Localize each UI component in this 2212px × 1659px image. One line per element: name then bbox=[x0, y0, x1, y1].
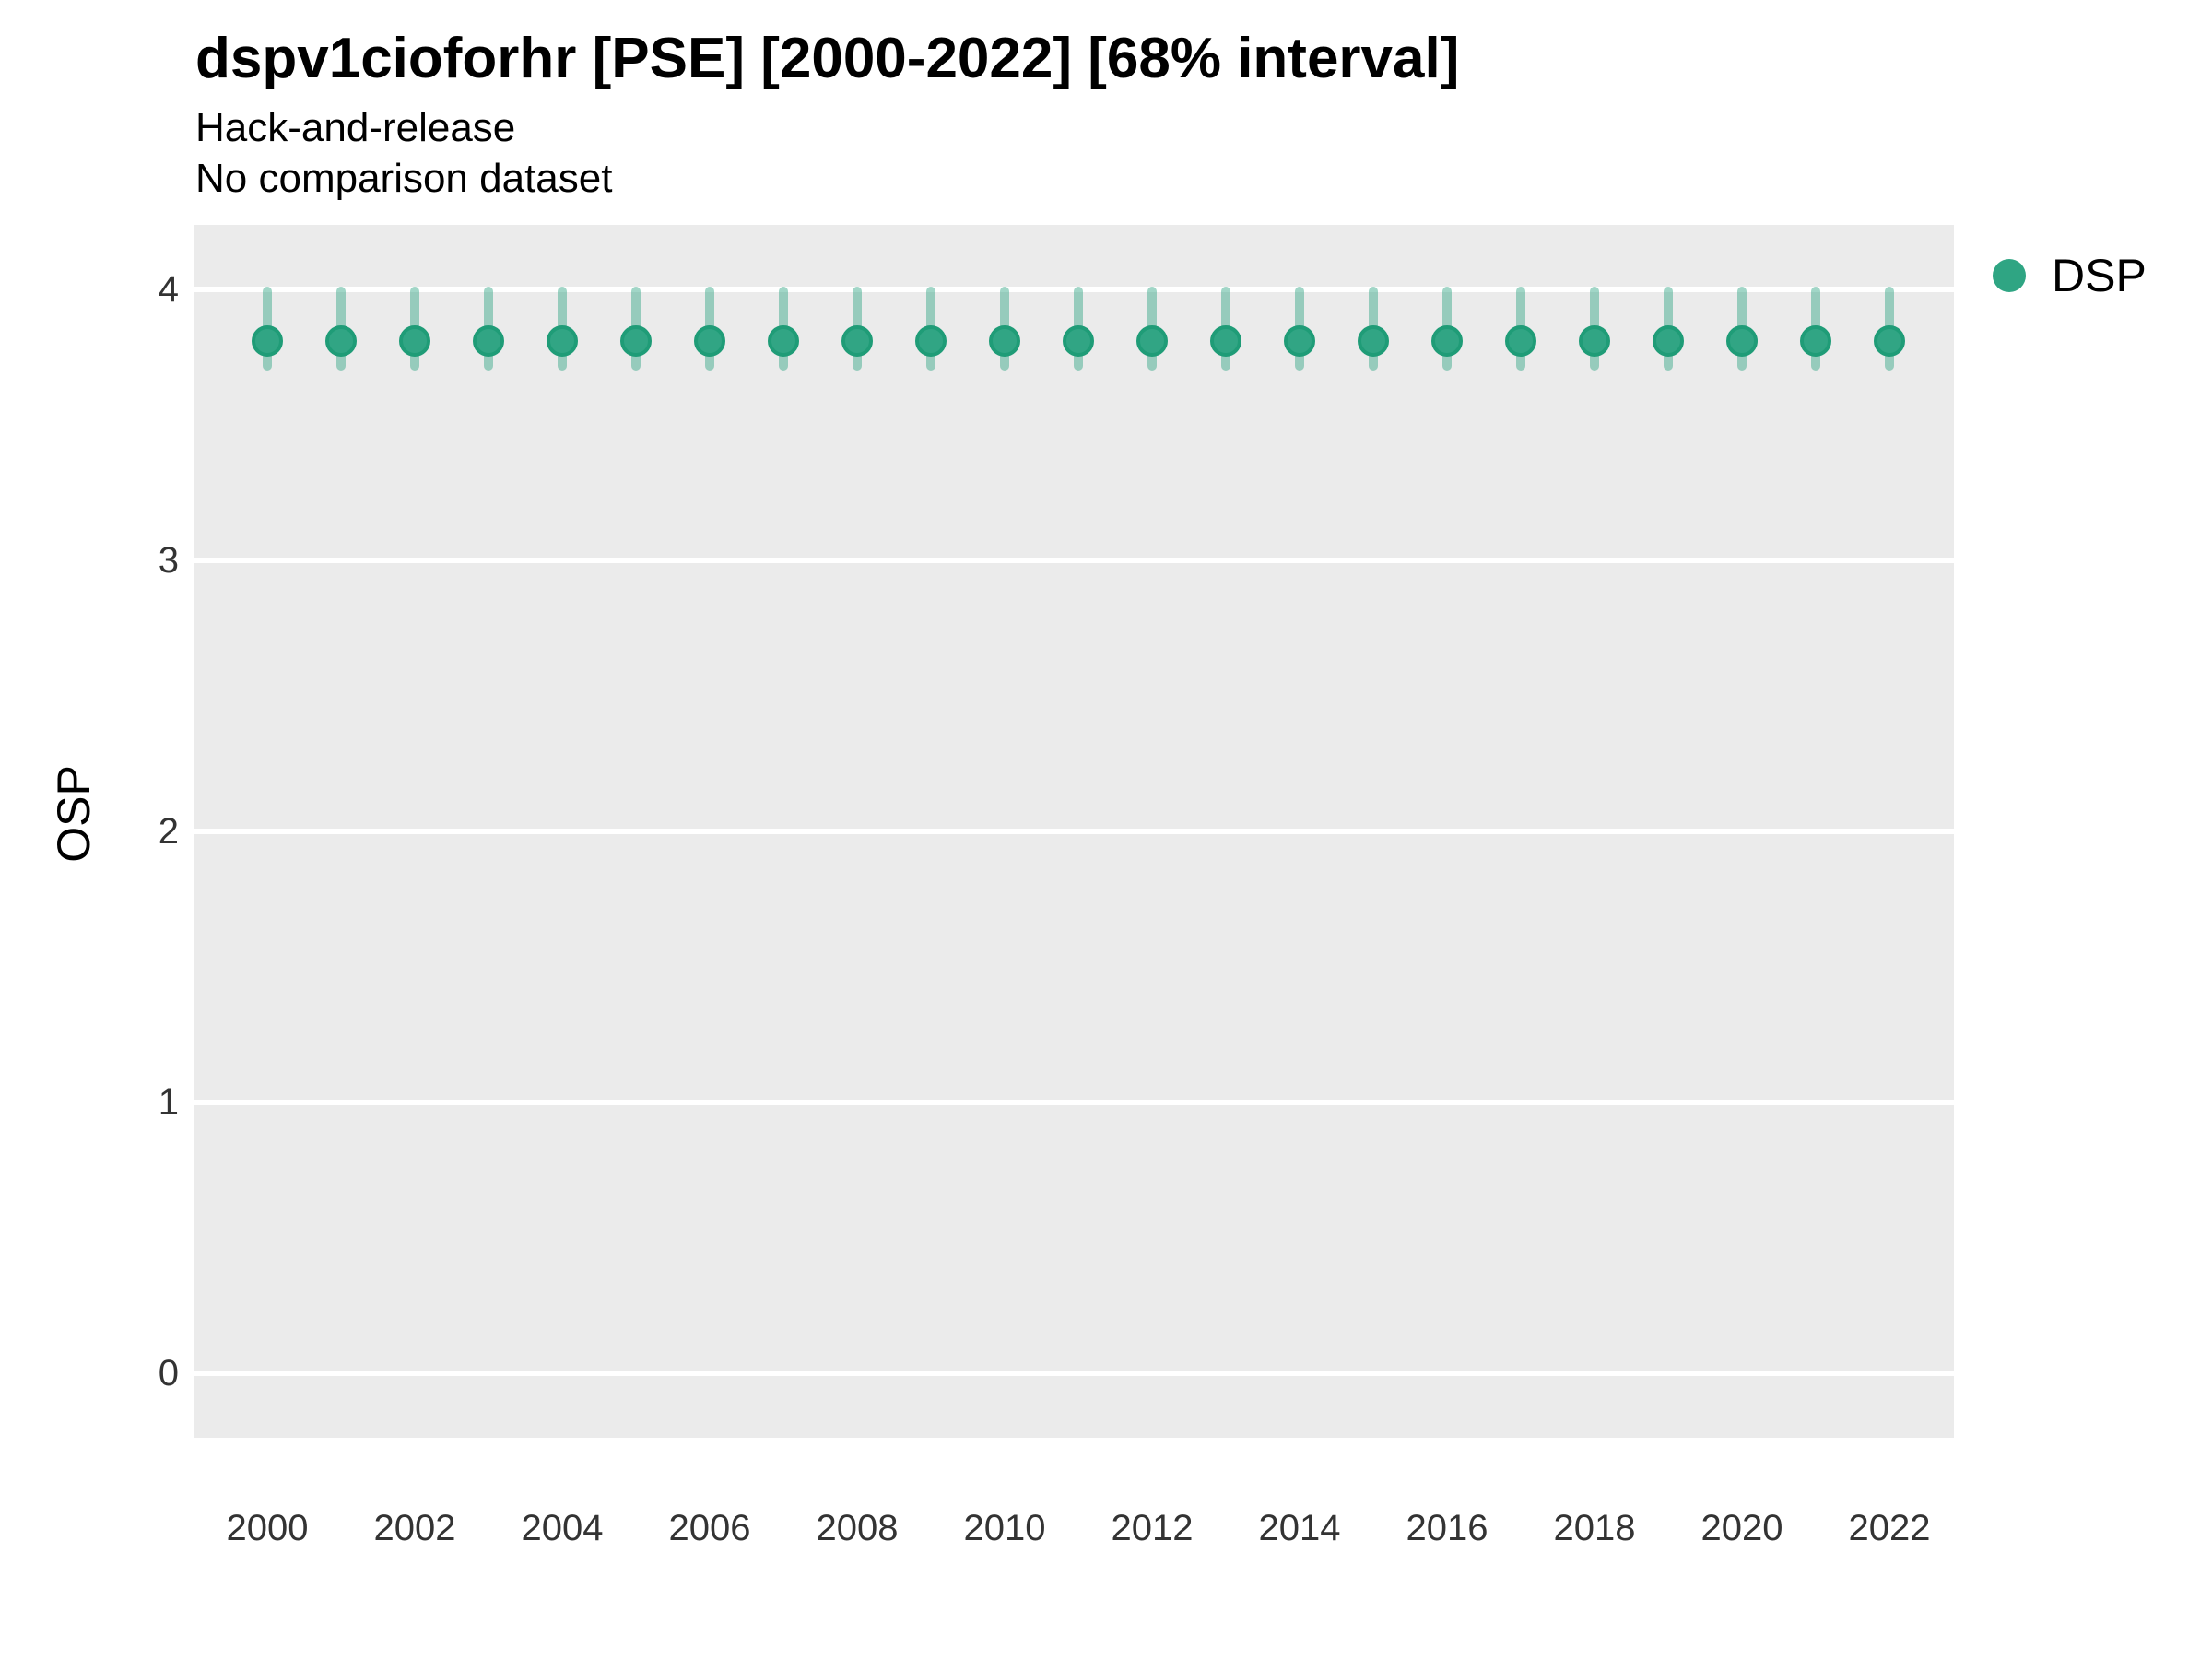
y-gridline-0 bbox=[194, 1371, 1954, 1376]
x-tick-label-2014: 2014 bbox=[1258, 1508, 1341, 1548]
point-marker-2003 bbox=[473, 324, 504, 357]
y-tick-label-3: 3 bbox=[158, 540, 179, 581]
point-marker-2021 bbox=[1800, 324, 1831, 357]
x-tick-label-2020: 2020 bbox=[1700, 1508, 1783, 1548]
plot-panel bbox=[194, 225, 1954, 1438]
point-marker-2013 bbox=[1210, 324, 1241, 357]
chart-subtitle-line-2: No comparison dataset bbox=[195, 156, 613, 201]
point-marker-2022 bbox=[1874, 324, 1905, 357]
chart-title: dspv1cioforhr [PSE] [2000-2022] [68% int… bbox=[195, 27, 1460, 90]
point-marker-2007 bbox=[768, 324, 799, 357]
y-gridline-1 bbox=[194, 1100, 1954, 1105]
x-tick-label-2022: 2022 bbox=[1848, 1508, 1931, 1548]
chart-subtitle-line-1: Hack-and-release bbox=[195, 105, 516, 150]
point-marker-2008 bbox=[841, 324, 873, 357]
legend-label-dsp: DSP bbox=[2052, 250, 2147, 301]
y-gridline-4 bbox=[194, 287, 1954, 292]
point-marker-2016 bbox=[1431, 324, 1463, 357]
x-tick-label-2008: 2008 bbox=[816, 1508, 899, 1548]
point-marker-2000 bbox=[252, 324, 283, 357]
x-tick-label-2004: 2004 bbox=[521, 1508, 604, 1548]
point-marker-2006 bbox=[694, 324, 725, 357]
point-marker-2012 bbox=[1136, 324, 1168, 357]
y-tick-label-1: 1 bbox=[158, 1082, 179, 1123]
x-tick-label-2016: 2016 bbox=[1406, 1508, 1488, 1548]
point-marker-2014 bbox=[1284, 324, 1315, 357]
point-marker-2018 bbox=[1579, 324, 1610, 357]
point-marker-2009 bbox=[915, 324, 947, 357]
y-tick-label-0: 0 bbox=[158, 1353, 179, 1394]
y-gridline-2 bbox=[194, 829, 1954, 834]
y-tick-label-2: 2 bbox=[158, 811, 179, 852]
point-marker-2004 bbox=[547, 324, 578, 357]
x-tick-label-2018: 2018 bbox=[1553, 1508, 1636, 1548]
point-marker-2017 bbox=[1505, 324, 1536, 357]
point-marker-2002 bbox=[399, 324, 430, 357]
y-tick-label-4: 4 bbox=[158, 269, 179, 310]
point-marker-2015 bbox=[1358, 324, 1389, 357]
point-marker-2020 bbox=[1726, 324, 1758, 357]
point-marker-2019 bbox=[1653, 324, 1684, 357]
point-marker-2005 bbox=[620, 324, 652, 357]
x-tick-label-2002: 2002 bbox=[373, 1508, 456, 1548]
point-marker-2001 bbox=[325, 324, 357, 357]
x-tick-label-2006: 2006 bbox=[668, 1508, 751, 1548]
legend: DSP bbox=[1993, 251, 2147, 300]
y-gridline-3 bbox=[194, 558, 1954, 563]
x-tick-label-2000: 2000 bbox=[226, 1508, 309, 1548]
x-tick-label-2012: 2012 bbox=[1111, 1508, 1194, 1548]
x-tick-label-2010: 2010 bbox=[963, 1508, 1046, 1548]
legend-swatch-dsp bbox=[1993, 259, 2026, 292]
point-marker-2010 bbox=[989, 324, 1020, 357]
point-marker-2011 bbox=[1063, 324, 1094, 357]
